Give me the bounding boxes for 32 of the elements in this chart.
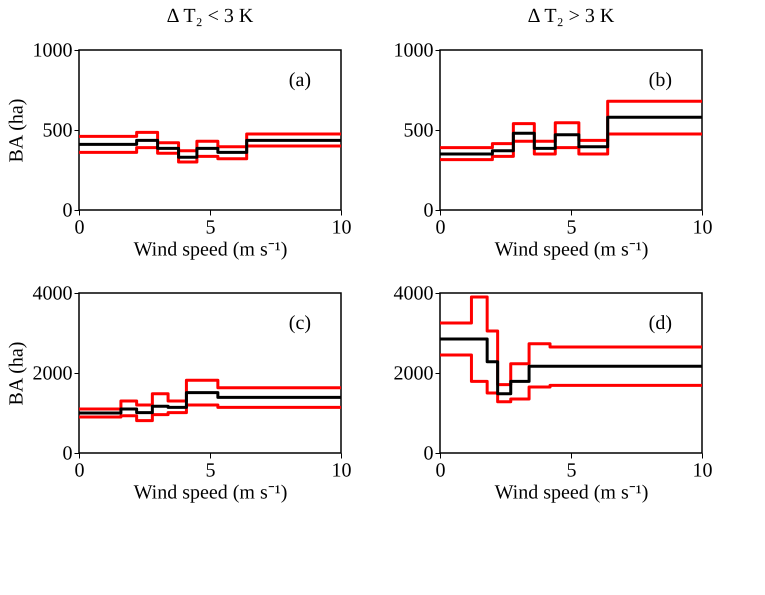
x-axis-title: Wind speed (m s⁻¹) [134,482,288,504]
x-tick-label: 10 [332,216,352,238]
annotation: (b) [648,69,672,91]
y-tick-label: 0 [62,200,72,222]
y-tick-label: 2000 [394,362,434,384]
annotation: (a) [288,69,311,91]
y-tick-label: 0 [424,442,434,464]
x-tick-label: 10 [692,216,712,238]
y-axis-title: BA (ha) [6,342,28,406]
x-axis-title: Wind speed (m s⁻¹) [494,482,648,504]
x-tick-label: 5 [206,460,216,482]
y-tick-label: 2000 [32,362,72,384]
y-tick-label: 4000 [32,282,72,304]
x-tick-label: 10 [332,460,352,482]
y-axis-title: BA (ha) [6,98,28,162]
x-tick-label: 5 [206,216,216,238]
y-tick-label: 500 [404,120,434,142]
annotation: (d) [648,312,672,334]
x-tick-label: 5 [566,216,576,238]
annotation: (c) [288,312,311,334]
x-tick-label: 10 [692,460,712,482]
y-tick-label: 500 [42,120,72,142]
y-tick-label: 4000 [394,282,434,304]
y-tick-label: 0 [62,442,72,464]
x-axis-title: Wind speed (m s⁻¹) [494,238,648,260]
x-axis-title: Wind speed (m s⁻¹) [134,238,288,260]
chart-title: Δ T₂ > 3 K [528,5,615,27]
y-tick-label: 1000 [394,40,434,62]
x-tick-label: 5 [566,460,576,482]
chart-title: Δ T₂ < 3 K [166,5,254,27]
y-tick-label: 1000 [32,40,72,62]
y-tick-label: 0 [424,200,434,222]
